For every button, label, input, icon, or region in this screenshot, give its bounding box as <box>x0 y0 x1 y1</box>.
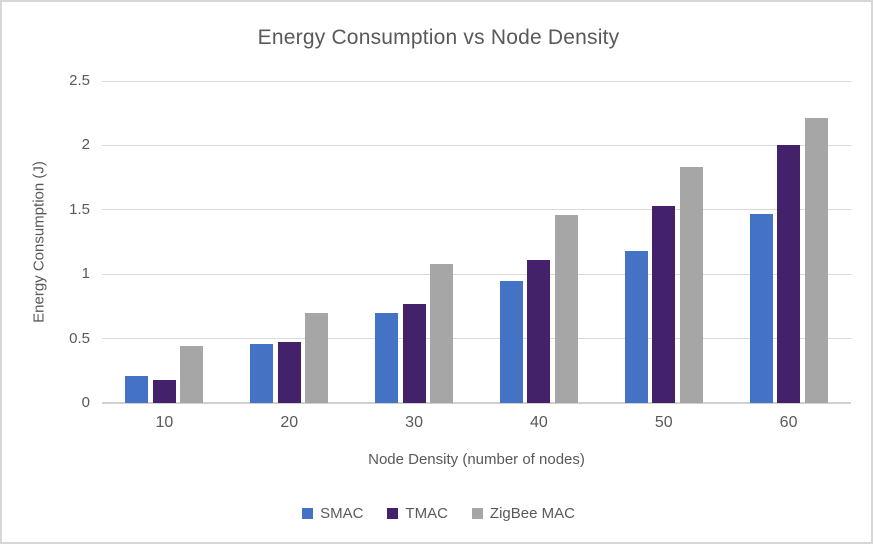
legend-label: ZigBee MAC <box>489 505 575 522</box>
y-tick-label: 2.5 <box>69 72 90 89</box>
bar-zigbeemac-60 <box>804 118 828 403</box>
chart-legend: SMAC TMAC ZigBee MAC <box>2 505 871 522</box>
y-tick-label: 2 <box>81 136 90 154</box>
bar-tmac-20 <box>277 342 301 403</box>
chart-title: Energy Consumption vs Node Density <box>257 26 620 49</box>
y-axis-title: Energy Consumption (J) <box>30 161 48 323</box>
bar-tmac-60 <box>777 145 801 403</box>
legend-label: TMAC <box>405 505 448 522</box>
bar-smac-50 <box>624 251 648 403</box>
legend-label: SMAC <box>320 505 364 522</box>
gridline <box>102 273 851 275</box>
gridline <box>102 144 851 146</box>
x-tick-label: 60 <box>779 414 798 431</box>
x-axis-line <box>102 402 851 404</box>
bar-smac-40 <box>499 280 523 403</box>
bar-smac-10 <box>125 375 149 403</box>
x-tick-label: 50 <box>654 414 673 431</box>
legend-item-smac: SMAC <box>302 505 363 522</box>
bar-tmac-30 <box>402 303 426 403</box>
gridline <box>102 338 851 340</box>
x-tick-label: 20 <box>280 414 299 431</box>
x-tick-label: 10 <box>155 414 174 431</box>
gridline <box>102 80 851 82</box>
bar-zigbeemac-40 <box>554 214 578 403</box>
bar-zigbeemac-50 <box>679 167 703 403</box>
x-tick-label: 40 <box>530 414 548 431</box>
x-axis-title: Node Density (number of nodes) <box>368 451 585 468</box>
bar-smac-20 <box>250 343 274 403</box>
bar-smac-30 <box>375 312 399 403</box>
bar-tmac-50 <box>652 205 676 403</box>
legend-item-zigbeemac: ZigBee MAC <box>471 505 575 522</box>
x-tick-label: 30 <box>405 414 423 431</box>
bar-zigbeemac-20 <box>305 312 329 403</box>
bar-tmac-10 <box>152 379 176 403</box>
y-tick-label: 0.5 <box>69 329 90 347</box>
gridline <box>102 209 851 211</box>
bar-zigbeemac-10 <box>180 346 204 403</box>
y-tick-label: 1 <box>81 265 90 283</box>
legend-swatch-icon <box>302 508 314 519</box>
legend-item-tmac: TMAC <box>387 505 448 522</box>
bar-tmac-40 <box>527 260 551 403</box>
legend-swatch-icon <box>471 508 483 519</box>
bar-zigbeemac-30 <box>430 263 454 403</box>
bar-smac-60 <box>749 213 773 403</box>
y-tick-label: 1.5 <box>69 200 90 218</box>
legend-swatch-icon <box>387 508 399 519</box>
y-tick-label: 0 <box>81 394 90 411</box>
